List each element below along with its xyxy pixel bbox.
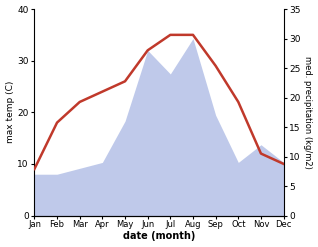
X-axis label: date (month): date (month) [123,231,195,242]
Y-axis label: med. precipitation (kg/m2): med. precipitation (kg/m2) [303,56,313,169]
Y-axis label: max temp (C): max temp (C) [5,81,15,144]
